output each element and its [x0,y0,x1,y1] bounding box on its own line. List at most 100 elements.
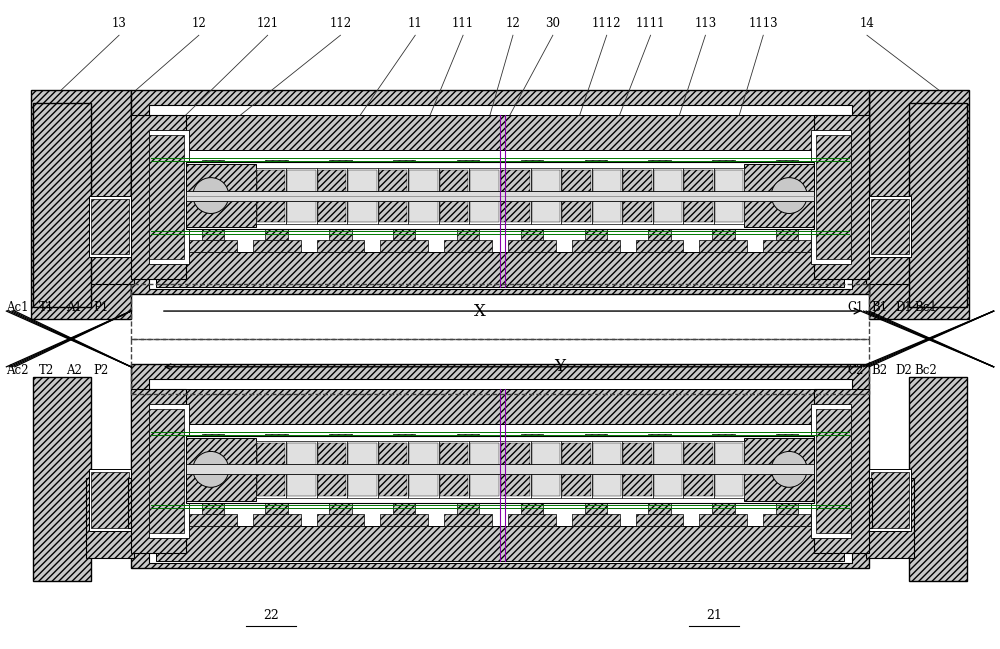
Bar [776,434,798,456]
Bar [380,240,428,252]
Text: T2: T2 [39,364,55,377]
Bar [561,441,592,498]
Bar [256,441,286,498]
Bar [257,169,285,223]
Bar [131,115,186,279]
Bar [189,456,237,469]
Bar [572,514,620,526]
Bar [909,103,967,307]
Bar [593,443,621,496]
Bar [317,456,364,469]
Bar [91,199,129,254]
Bar [91,472,129,528]
Bar [714,167,744,225]
Bar [444,514,492,526]
Bar [149,379,852,563]
Text: T1: T1 [39,300,55,313]
Text: Ac1: Ac1 [6,300,29,313]
Bar [572,182,620,195]
Bar [202,493,224,514]
Text: 112: 112 [329,18,352,31]
Bar [439,441,469,498]
Bar [636,456,683,469]
Bar [131,90,869,294]
Bar [776,160,798,182]
Bar [156,526,844,561]
Bar [149,409,184,533]
Bar [457,160,479,182]
Bar [409,443,438,496]
Bar [623,443,652,496]
Bar [532,169,560,223]
Bar [253,240,301,252]
Bar [393,160,415,182]
Bar [654,443,682,496]
Text: D1: D1 [895,300,912,313]
Bar [869,195,911,257]
Bar [156,389,844,424]
Bar [202,160,224,182]
Bar [378,167,408,225]
Text: 21: 21 [706,609,722,622]
Bar [408,441,439,498]
Bar [763,240,811,252]
Bar [265,434,288,456]
Bar [850,478,872,528]
Bar [318,169,346,223]
Bar [699,514,747,526]
Text: 111: 111 [452,18,474,31]
Bar [776,219,798,240]
Text: 121: 121 [257,18,279,31]
Text: B2: B2 [871,364,887,377]
Bar [86,204,134,284]
Text: 22: 22 [263,609,279,622]
Bar [763,182,811,195]
Text: D2: D2 [895,364,912,377]
Bar [684,169,713,223]
Bar [521,434,543,456]
Bar [189,240,237,252]
Bar [444,240,492,252]
Bar [287,443,316,496]
Bar [347,441,378,498]
Bar [850,204,872,254]
Bar [329,219,352,240]
Bar [648,493,671,514]
Bar [186,164,256,227]
Bar [699,182,747,195]
Bar [89,469,131,531]
Text: Ac2: Ac2 [6,364,29,377]
Bar [149,130,189,264]
Bar [457,493,479,514]
Bar [683,441,714,498]
Bar [86,478,134,558]
Bar [287,169,316,223]
Bar [508,182,556,195]
Bar [653,167,683,225]
Bar [265,160,288,182]
Bar [317,182,364,195]
Bar [909,377,967,581]
Bar [763,456,811,469]
Bar [202,434,224,456]
Bar [380,456,428,469]
Bar [444,182,492,195]
Bar [715,169,743,223]
Bar [393,434,415,456]
Bar [380,182,428,195]
Bar [712,434,735,456]
Bar [89,195,131,257]
Bar [186,162,814,229]
Bar [648,160,671,182]
Bar [871,199,909,254]
Text: 12: 12 [506,18,520,31]
Bar [699,240,747,252]
Bar [712,493,735,514]
Bar [317,514,364,526]
Bar [531,167,561,225]
Text: X: X [474,302,486,319]
Bar [648,434,671,456]
Bar [131,339,869,394]
Bar [286,441,317,498]
Bar [592,441,622,498]
